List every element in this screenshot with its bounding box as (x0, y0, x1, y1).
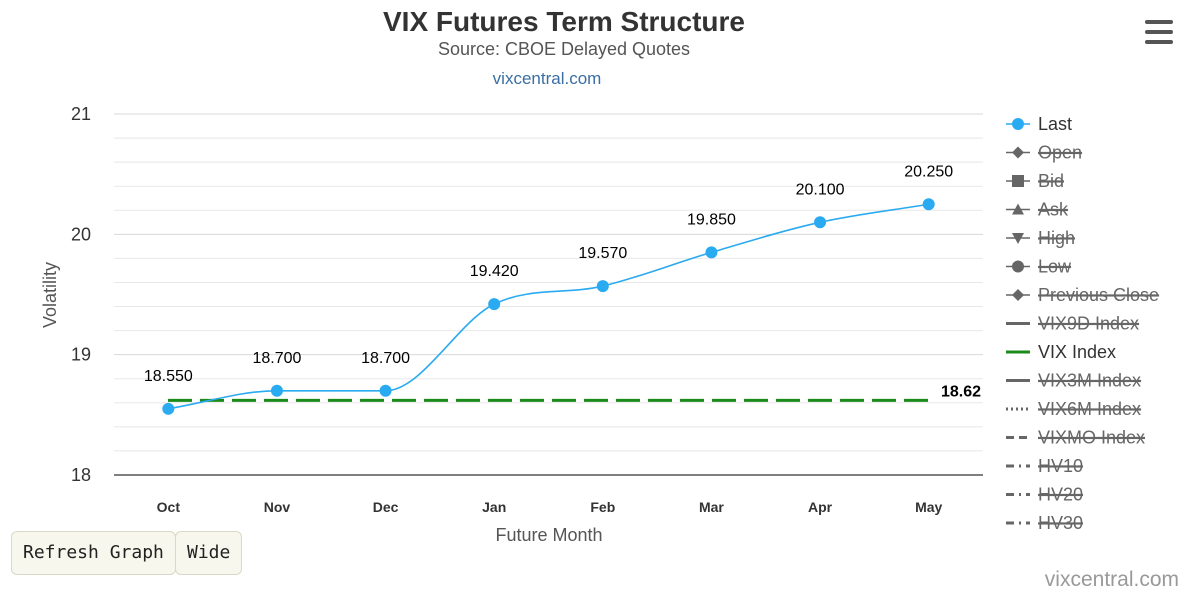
last-data-label: 18.700 (252, 350, 301, 367)
grid-lines (114, 113, 983, 452)
y-tick-label: 18 (71, 465, 91, 485)
series: 18.62 18.550 18.700 18.700 19.420 19.570 19.85… (144, 163, 981, 415)
legend-label: VIX Index (1038, 342, 1116, 362)
legend-triangle-down-symbol (1012, 233, 1024, 244)
legend-square-symbol (1012, 175, 1024, 187)
x-axis-title: Future Month (495, 525, 602, 545)
x-tick-label: Nov (264, 499, 291, 515)
x-tick-label: May (915, 499, 942, 515)
last-data-label: 18.700 (361, 350, 410, 367)
legend-item[interactable]: Ask (1006, 200, 1069, 220)
legend-circle-symbol (1012, 118, 1024, 130)
legend-item[interactable]: Bid (1006, 171, 1065, 191)
y-axis-title: Volatility (40, 262, 60, 328)
last-data-point (270, 384, 283, 397)
legend-item[interactable]: Last (1006, 114, 1072, 134)
legend-label: Last (1038, 114, 1072, 134)
legend-diamond-symbol (1012, 146, 1024, 159)
last-data-label: 20.250 (904, 163, 953, 180)
last-data-label: 20.100 (796, 181, 845, 198)
last-data-point (922, 198, 935, 211)
legend-item[interactable]: Previous Close (1006, 285, 1160, 305)
chart-subtitle: Source: CBOE Delayed Quotes (437, 39, 691, 59)
y-tick-label: 19 (71, 345, 91, 365)
legend-item[interactable]: Open (1006, 143, 1083, 163)
legend-circle-symbol (1012, 260, 1024, 273)
last-data-point (162, 402, 175, 415)
legend-triangle-symbol (1012, 203, 1024, 215)
last-data-label: 19.420 (470, 263, 519, 280)
y-tick-label: 21 (71, 104, 91, 124)
refresh-graph-button[interactable]: Refresh Graph (11, 531, 176, 575)
axes: 18 19 20 21 Oct Nov Dec Jan Feb Mar Apr May Future M… (40, 104, 983, 545)
legend-item[interactable]: VIX Index (1006, 342, 1116, 362)
menu-bar (1145, 30, 1173, 34)
vix-index-value-label: 18.62 (941, 383, 981, 400)
last-data-point (488, 298, 501, 311)
x-tick-label: Mar (699, 499, 724, 515)
legend-item[interactable]: HV20 (1006, 485, 1084, 505)
wide-button[interactable]: Wide (175, 531, 243, 575)
last-data-point (596, 280, 609, 293)
legend-item[interactable]: High (1006, 228, 1076, 248)
legend-diamond-symbol (1012, 289, 1024, 301)
chart-title: VIX Futures Term Structure (382, 6, 745, 37)
last-data-point (814, 216, 827, 229)
legend-item[interactable]: VIX6M Index (1006, 399, 1142, 419)
last-data-point (379, 384, 392, 397)
legend: Last Open Bid Ask High Low Previous Close VIX9D… (1006, 114, 1160, 533)
last-data-label: 19.850 (687, 211, 736, 228)
credit-watermark: vixcentral.com (1044, 568, 1179, 591)
menu-bar (1145, 40, 1173, 44)
legend-item[interactable]: HV10 (1006, 456, 1084, 476)
legend-item[interactable]: VIXMO Index (1006, 428, 1146, 448)
menu-bar (1145, 20, 1173, 24)
last-data-point (705, 246, 718, 259)
legend-item[interactable]: HV30 (1006, 513, 1084, 533)
legend-item[interactable]: VIX9D Index (1006, 314, 1140, 334)
source-link[interactable]: vixcentral.com (492, 69, 602, 88)
x-tick-label: Dec (373, 499, 399, 515)
legend-item[interactable]: VIX3M Index (1006, 371, 1142, 391)
y-tick-label: 20 (71, 224, 91, 244)
x-tick-label: Apr (808, 499, 833, 515)
last-series-line (168, 203, 929, 410)
hamburger-menu-icon[interactable] (1145, 20, 1173, 44)
last-data-label: 19.570 (578, 245, 627, 262)
x-tick-label: Oct (157, 499, 181, 515)
legend-item[interactable]: Low (1006, 257, 1072, 277)
last-data-label: 18.550 (144, 368, 193, 385)
x-tick-label: Jan (482, 499, 506, 515)
x-tick-label: Feb (590, 499, 615, 515)
